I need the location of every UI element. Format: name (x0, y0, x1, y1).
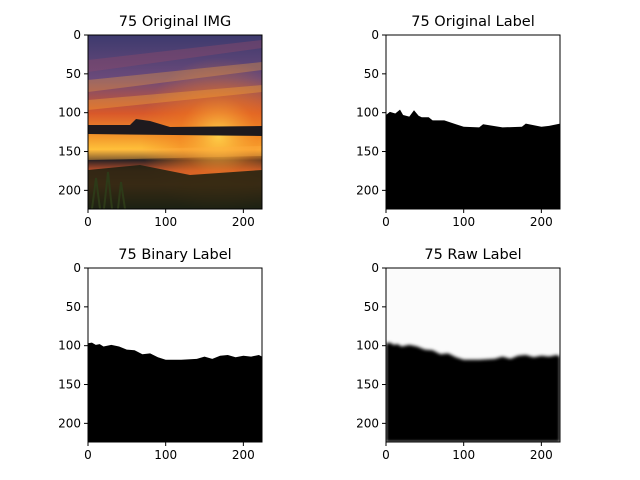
y-tick-label: 200 (356, 183, 379, 197)
y-tick-label: 150 (356, 145, 379, 159)
y-tick-label: 100 (356, 339, 379, 353)
axis-ticks: 0 100 200 0 50 100 150 200 (58, 261, 255, 462)
panel-title: 75 Original Label (411, 14, 535, 30)
x-tick-label: 0 (382, 215, 390, 229)
y-tick-label: 150 (356, 378, 379, 392)
y-tick-label: 100 (58, 106, 81, 120)
panel-original-label: 75 Original Label 0 100 200 0 50 100 150 200 (356, 14, 561, 229)
y-tick-label: 0 (73, 261, 81, 275)
y-tick-label: 200 (58, 416, 81, 430)
axis-ticks: 0 100 200 0 50 100 150 200 (356, 28, 553, 229)
x-tick-label: 200 (530, 448, 553, 462)
x-tick-label: 100 (154, 448, 177, 462)
y-tick-label: 200 (356, 416, 379, 430)
panel-raw-label: 75 Raw Label 0 100 200 0 50 100 150 200 (356, 247, 561, 462)
y-tick-label: 100 (356, 106, 379, 120)
panel-binary-label: 75 Binary Label 0 100 200 0 50 100 150 200 (58, 247, 263, 462)
y-tick-label: 0 (73, 28, 81, 42)
y-tick-label: 0 (371, 261, 379, 275)
y-tick-label: 50 (66, 300, 81, 314)
sunset-photo (88, 35, 262, 209)
y-tick-label: 50 (364, 67, 379, 81)
y-tick-label: 50 (364, 300, 379, 314)
axis-ticks: 0 100 200 0 50 100 150 200 (356, 261, 553, 462)
x-tick-label: 100 (154, 215, 177, 229)
x-tick-label: 200 (232, 215, 255, 229)
panel-title: 75 Binary Label (118, 247, 231, 263)
panel-title: 75 Original IMG (119, 14, 231, 30)
x-tick-label: 0 (84, 448, 92, 462)
y-tick-label: 150 (58, 378, 81, 392)
y-tick-label: 200 (58, 183, 81, 197)
y-tick-label: 150 (58, 145, 81, 159)
y-tick-label: 50 (66, 67, 81, 81)
label-mask (386, 109, 560, 209)
x-tick-label: 100 (452, 215, 475, 229)
x-tick-label: 0 (382, 448, 390, 462)
y-tick-label: 100 (58, 339, 81, 353)
panel-title: 75 Raw Label (424, 247, 521, 263)
x-tick-label: 200 (530, 215, 553, 229)
panel-original-img: 75 Original IMG 0 100 200 0 50 100 150 200 (58, 14, 263, 229)
x-tick-label: 0 (84, 215, 92, 229)
x-tick-label: 200 (232, 448, 255, 462)
binary-mask (88, 342, 262, 442)
y-tick-label: 0 (371, 28, 379, 42)
axis-ticks: 0 100 200 0 50 100 150 200 (58, 28, 255, 229)
raw-mask (386, 342, 560, 442)
x-tick-label: 100 (452, 448, 475, 462)
